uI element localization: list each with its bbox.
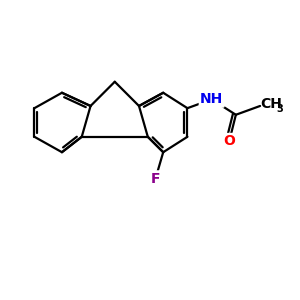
Text: CH: CH [260, 97, 282, 111]
Text: 3: 3 [277, 104, 283, 114]
Text: F: F [151, 172, 160, 186]
Text: O: O [223, 134, 235, 148]
Text: NH: NH [200, 92, 223, 106]
